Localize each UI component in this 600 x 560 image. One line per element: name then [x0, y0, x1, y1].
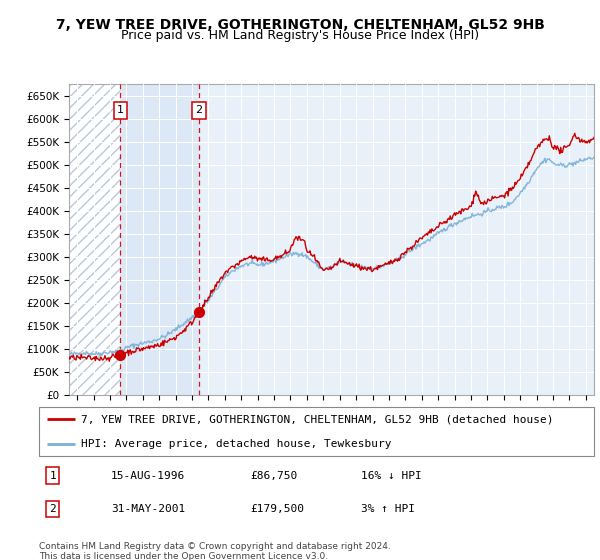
Text: 2: 2: [196, 105, 203, 115]
Text: Contains HM Land Registry data © Crown copyright and database right 2024.
This d: Contains HM Land Registry data © Crown c…: [39, 542, 391, 560]
Text: 7, YEW TREE DRIVE, GOTHERINGTON, CHELTENHAM, GL52 9HB: 7, YEW TREE DRIVE, GOTHERINGTON, CHELTEN…: [56, 18, 544, 32]
Text: 2: 2: [49, 504, 56, 514]
Text: 3% ↑ HPI: 3% ↑ HPI: [361, 504, 415, 514]
FancyBboxPatch shape: [39, 407, 594, 456]
Text: 15-AUG-1996: 15-AUG-1996: [111, 470, 185, 480]
Text: 1: 1: [116, 105, 124, 115]
Polygon shape: [69, 84, 120, 395]
Text: 7, YEW TREE DRIVE, GOTHERINGTON, CHELTENHAM, GL52 9HB (detached house): 7, YEW TREE DRIVE, GOTHERINGTON, CHELTEN…: [80, 414, 553, 424]
Text: HPI: Average price, detached house, Tewkesbury: HPI: Average price, detached house, Tewk…: [80, 439, 391, 449]
Text: 31-MAY-2001: 31-MAY-2001: [111, 504, 185, 514]
Text: 1: 1: [49, 470, 56, 480]
Text: Price paid vs. HM Land Registry's House Price Index (HPI): Price paid vs. HM Land Registry's House …: [121, 29, 479, 42]
Text: £179,500: £179,500: [250, 504, 304, 514]
Text: 16% ↓ HPI: 16% ↓ HPI: [361, 470, 422, 480]
Text: £86,750: £86,750: [250, 470, 297, 480]
Bar: [120, 84, 199, 395]
